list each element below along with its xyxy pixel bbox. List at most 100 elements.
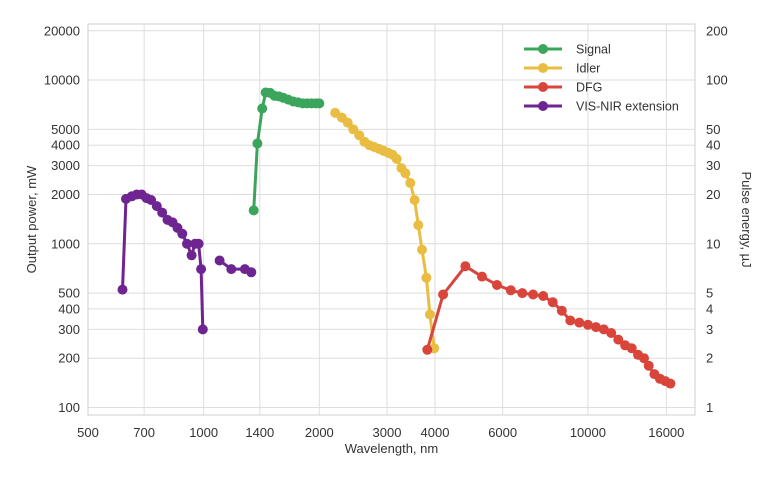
x-tick-label: 10000: [570, 425, 606, 440]
left-y-tick-label: 10000: [44, 73, 80, 88]
left-y-tick-label: 3000: [51, 158, 80, 173]
right-y-tick-label: 3: [706, 322, 713, 337]
data-point-vis-nir-extension: [214, 255, 225, 266]
x-tick-label: 700: [133, 425, 155, 440]
x-tick-label: 1400: [245, 425, 274, 440]
right-y-tick-label: 1: [706, 400, 713, 415]
data-point-idler: [405, 178, 416, 188]
data-point-vis-nir-extension: [197, 324, 208, 335]
x-tick-label: 500: [77, 425, 99, 440]
data-point-idler: [400, 168, 411, 179]
data-point-dfg: [438, 289, 449, 300]
data-point-vis-nir-extension: [226, 264, 237, 275]
data-point-signal: [314, 98, 325, 109]
data-point-idler: [391, 153, 402, 164]
left-y-tick-label: 5000: [51, 122, 80, 137]
legend-label: DFG: [576, 81, 602, 95]
data-point-dfg: [422, 344, 433, 355]
data-point-dfg: [606, 328, 617, 338]
left-y-tick-label: 500: [58, 286, 80, 301]
data-point-vis-nir-extension: [196, 264, 207, 275]
series-signal: [248, 87, 325, 216]
data-point-vis-nir-extension: [182, 238, 192, 249]
plot-frame: [87, 23, 696, 416]
data-point-vis-nir-extension: [117, 284, 128, 295]
data-point-dfg: [639, 353, 649, 364]
x-tick-label: 16000: [648, 425, 684, 440]
data-point-signal: [248, 205, 259, 216]
legend: Signal Idler DFG VIS-NIR extension: [524, 43, 679, 114]
data-point-dfg: [492, 280, 502, 290]
x-tick-label: 4000: [421, 425, 450, 440]
left-y-tick-label: 300: [58, 322, 80, 337]
right-y-tick-label: 200: [706, 23, 728, 38]
x-tick-label: 2000: [305, 425, 334, 440]
data-point-signal: [252, 138, 263, 149]
left-y-tick-label: 4000: [51, 138, 80, 153]
data-point-dfg: [574, 317, 585, 328]
data-point-dfg: [643, 360, 654, 371]
legend-swatch-marker: [538, 44, 548, 54]
right-y-tick-label: 5: [706, 286, 713, 301]
legend-swatch-marker: [538, 63, 548, 73]
data-point-idler: [424, 309, 435, 320]
x-axis-label: Wavelength, nm: [345, 441, 438, 456]
data-point-vis-nir-extension: [246, 267, 257, 278]
data-point-idler: [409, 195, 420, 205]
left-y-tick-label: 1000: [51, 236, 80, 251]
series-idler: [330, 107, 440, 354]
legend-label: VIS-NIR extension: [576, 100, 679, 114]
data-point-dfg: [591, 322, 601, 333]
left-y-axis-label: Output power, mW: [24, 165, 39, 273]
data-point-idler: [421, 272, 432, 283]
left-y-tick-label: 400: [58, 301, 80, 316]
data-point-idler: [342, 117, 353, 128]
data-point-dfg: [547, 297, 558, 308]
data-point-vis-nir-extension: [193, 238, 204, 249]
right-y-tick-label: 30: [706, 158, 720, 173]
data-point-idler: [413, 220, 424, 231]
grid: [87, 24, 695, 415]
series-dfg: [422, 261, 676, 389]
right-y-tick-label: 2: [706, 351, 713, 366]
legend-swatch-marker: [538, 82, 548, 92]
left-y-tick-label: 100: [58, 400, 80, 415]
data-point-dfg: [528, 289, 539, 300]
data-point-dfg: [477, 271, 487, 282]
data-point-dfg: [517, 288, 528, 299]
data-point-dfg: [565, 315, 576, 326]
series-vis-nir-extension: [117, 189, 257, 335]
x-axis-ticks: 500 700 1000 1400 2000 3000 4000 6000 10000 16000: [77, 425, 684, 440]
right-y-tick-label: 100: [706, 73, 728, 88]
left-y-tick-label: 20000: [44, 23, 80, 38]
data-point-dfg: [538, 291, 549, 301]
left-y-tick-label: 200: [58, 351, 80, 366]
data-point-signal: [257, 103, 268, 114]
right-y-tick-label: 40: [706, 138, 720, 153]
data-point-vis-nir-extension: [157, 207, 168, 218]
right-y-axis-label: Pulse energy, µJ: [739, 171, 754, 267]
right-y-tick-label: 10: [706, 236, 720, 251]
right-y-tick-label: 20: [706, 187, 720, 202]
legend-swatch-marker: [538, 101, 548, 111]
data-point-dfg: [598, 324, 609, 335]
left-y-tick-label: 2000: [51, 187, 80, 202]
data-point-dfg: [613, 334, 624, 345]
data-point-dfg: [556, 305, 567, 316]
x-tick-label: 6000: [488, 425, 517, 440]
data-point-dfg: [582, 319, 593, 330]
data-point-vis-nir-extension: [177, 228, 188, 239]
x-tick-label: 3000: [373, 425, 402, 440]
legend-label: Signal: [576, 43, 611, 57]
data-point-dfg: [505, 285, 516, 296]
right-y-tick-label: 50: [706, 122, 720, 137]
x-tick-label: 1000: [189, 425, 218, 440]
data-point-dfg: [665, 378, 676, 389]
data-point-idler: [417, 244, 427, 255]
data-point-vis-nir-extension: [186, 250, 197, 261]
data-point-dfg: [626, 343, 637, 354]
legend-label: Idler: [576, 62, 600, 76]
